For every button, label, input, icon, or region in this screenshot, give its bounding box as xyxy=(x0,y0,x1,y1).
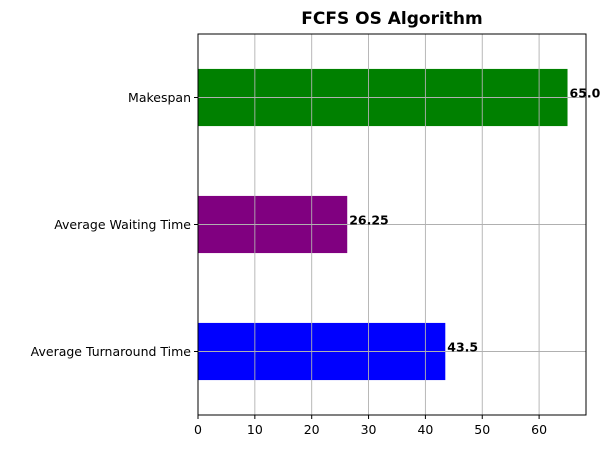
x-tick-label: 0 xyxy=(194,422,202,437)
y-tick-label: Average Waiting Time xyxy=(54,217,191,232)
x-tick-label: 40 xyxy=(417,422,433,437)
data-label: 26.25 xyxy=(349,213,389,228)
y-tick-label: Average Turnaround Time xyxy=(31,344,192,359)
x-tick-label: 30 xyxy=(361,422,377,437)
y-axis-ticks: Average Turnaround Time Average Waiting T… xyxy=(31,90,198,359)
x-tick-label: 20 xyxy=(304,422,320,437)
value-labels: 43.5 26.25 65.0 xyxy=(349,86,600,355)
y-gridlines xyxy=(198,97,586,352)
y-tick-label: Makespan xyxy=(128,90,191,105)
x-tick-label: 10 xyxy=(247,422,263,437)
x-axis-ticks: 0 10 20 30 40 50 60 xyxy=(194,415,547,437)
x-tick-label: 50 xyxy=(474,422,490,437)
chart-title: FCFS OS Algorithm xyxy=(301,9,482,29)
data-label: 43.5 xyxy=(447,340,478,355)
data-label: 65.0 xyxy=(570,86,601,101)
x-tick-label: 60 xyxy=(531,422,547,437)
